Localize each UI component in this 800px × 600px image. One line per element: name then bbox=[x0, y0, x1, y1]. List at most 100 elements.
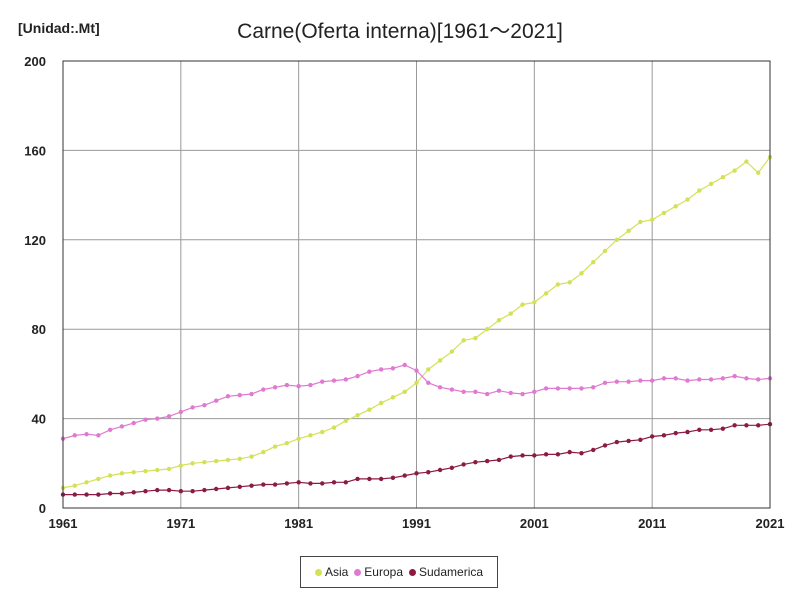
data-point bbox=[473, 389, 478, 394]
data-point bbox=[237, 392, 242, 398]
data-point bbox=[131, 470, 136, 475]
data-point bbox=[96, 433, 101, 438]
data-point bbox=[390, 475, 396, 481]
data-point bbox=[320, 379, 325, 384]
legend-label: Sudamerica bbox=[419, 565, 484, 579]
data-point bbox=[697, 188, 702, 193]
data-point bbox=[426, 367, 431, 372]
data-point bbox=[402, 473, 407, 478]
data-point bbox=[744, 423, 749, 428]
data-point bbox=[579, 386, 584, 391]
data-point bbox=[708, 427, 714, 432]
legend-swatch bbox=[409, 568, 416, 576]
data-point bbox=[661, 210, 667, 216]
data-point bbox=[331, 425, 337, 430]
data-point bbox=[367, 407, 372, 412]
data-point bbox=[496, 457, 502, 463]
data-point bbox=[437, 358, 443, 363]
data-point bbox=[390, 366, 396, 371]
data-point bbox=[143, 468, 148, 474]
data-point bbox=[756, 170, 761, 175]
data-point bbox=[402, 362, 407, 368]
data-point bbox=[107, 491, 113, 496]
data-point bbox=[249, 454, 254, 459]
y-axis-ticks: 0 40 80 120 160 200 bbox=[24, 54, 46, 516]
data-point bbox=[649, 378, 655, 383]
y-tick-label: 40 bbox=[32, 412, 46, 427]
data-point bbox=[461, 389, 466, 394]
data-point bbox=[143, 417, 148, 422]
data-point bbox=[555, 282, 561, 287]
data-point bbox=[378, 400, 384, 406]
data-point bbox=[532, 300, 537, 305]
legend-item: Sudamerica bbox=[409, 565, 483, 579]
data-point bbox=[166, 466, 172, 472]
data-point bbox=[437, 385, 443, 390]
data-point bbox=[202, 487, 207, 493]
data-point bbox=[649, 434, 655, 439]
data-point bbox=[638, 437, 643, 443]
legend-label: Europa bbox=[364, 565, 403, 579]
data-point bbox=[225, 394, 231, 399]
data-point bbox=[308, 433, 313, 438]
data-point bbox=[72, 492, 77, 497]
data-point bbox=[473, 459, 478, 465]
data-point bbox=[673, 376, 678, 381]
data-point bbox=[166, 487, 172, 493]
data-point bbox=[155, 416, 160, 421]
data-point bbox=[355, 476, 360, 482]
data-point bbox=[732, 168, 737, 173]
data-point bbox=[626, 379, 631, 384]
data-point bbox=[744, 376, 749, 381]
data-point bbox=[272, 482, 278, 487]
data-point bbox=[591, 259, 596, 265]
data-point bbox=[178, 489, 184, 494]
data-point bbox=[602, 248, 608, 254]
data-point bbox=[661, 433, 667, 438]
data-point bbox=[543, 452, 549, 457]
data-point bbox=[579, 451, 584, 456]
data-point bbox=[449, 387, 455, 392]
data-point bbox=[697, 427, 702, 432]
data-point bbox=[520, 391, 525, 397]
data-point bbox=[461, 462, 466, 467]
data-point bbox=[697, 377, 702, 382]
data-point bbox=[449, 349, 455, 354]
plot-frame bbox=[62, 60, 771, 509]
data-point bbox=[720, 376, 726, 381]
data-point bbox=[532, 389, 537, 394]
data-point bbox=[496, 318, 502, 323]
y-tick-label: 120 bbox=[24, 233, 46, 248]
data-point bbox=[119, 471, 125, 476]
data-point bbox=[367, 369, 372, 374]
data-point bbox=[638, 378, 643, 383]
data-point bbox=[119, 424, 125, 429]
data-point bbox=[473, 335, 478, 341]
data-point bbox=[591, 447, 596, 453]
x-tick-label: 1981 bbox=[284, 516, 313, 531]
data-point bbox=[143, 489, 148, 494]
data-point bbox=[579, 271, 584, 276]
data-point bbox=[732, 423, 737, 428]
data-point bbox=[72, 433, 77, 438]
data-point bbox=[320, 481, 325, 486]
legend-swatch bbox=[354, 568, 362, 576]
data-point bbox=[685, 429, 690, 435]
data-point bbox=[320, 429, 325, 435]
grid-lines bbox=[62, 60, 771, 509]
data-point bbox=[485, 327, 490, 332]
data-point bbox=[461, 338, 466, 343]
data-point bbox=[756, 423, 761, 428]
y-tick-label: 160 bbox=[24, 143, 46, 158]
data-point bbox=[107, 473, 113, 478]
data-point bbox=[543, 291, 549, 296]
data-point bbox=[202, 402, 207, 408]
data-point bbox=[178, 409, 184, 415]
data-point bbox=[261, 482, 266, 487]
x-tick-label: 2011 bbox=[638, 516, 666, 531]
data-point bbox=[567, 280, 572, 285]
data-point bbox=[343, 377, 348, 382]
data-point bbox=[249, 391, 254, 397]
data-point bbox=[296, 480, 301, 485]
